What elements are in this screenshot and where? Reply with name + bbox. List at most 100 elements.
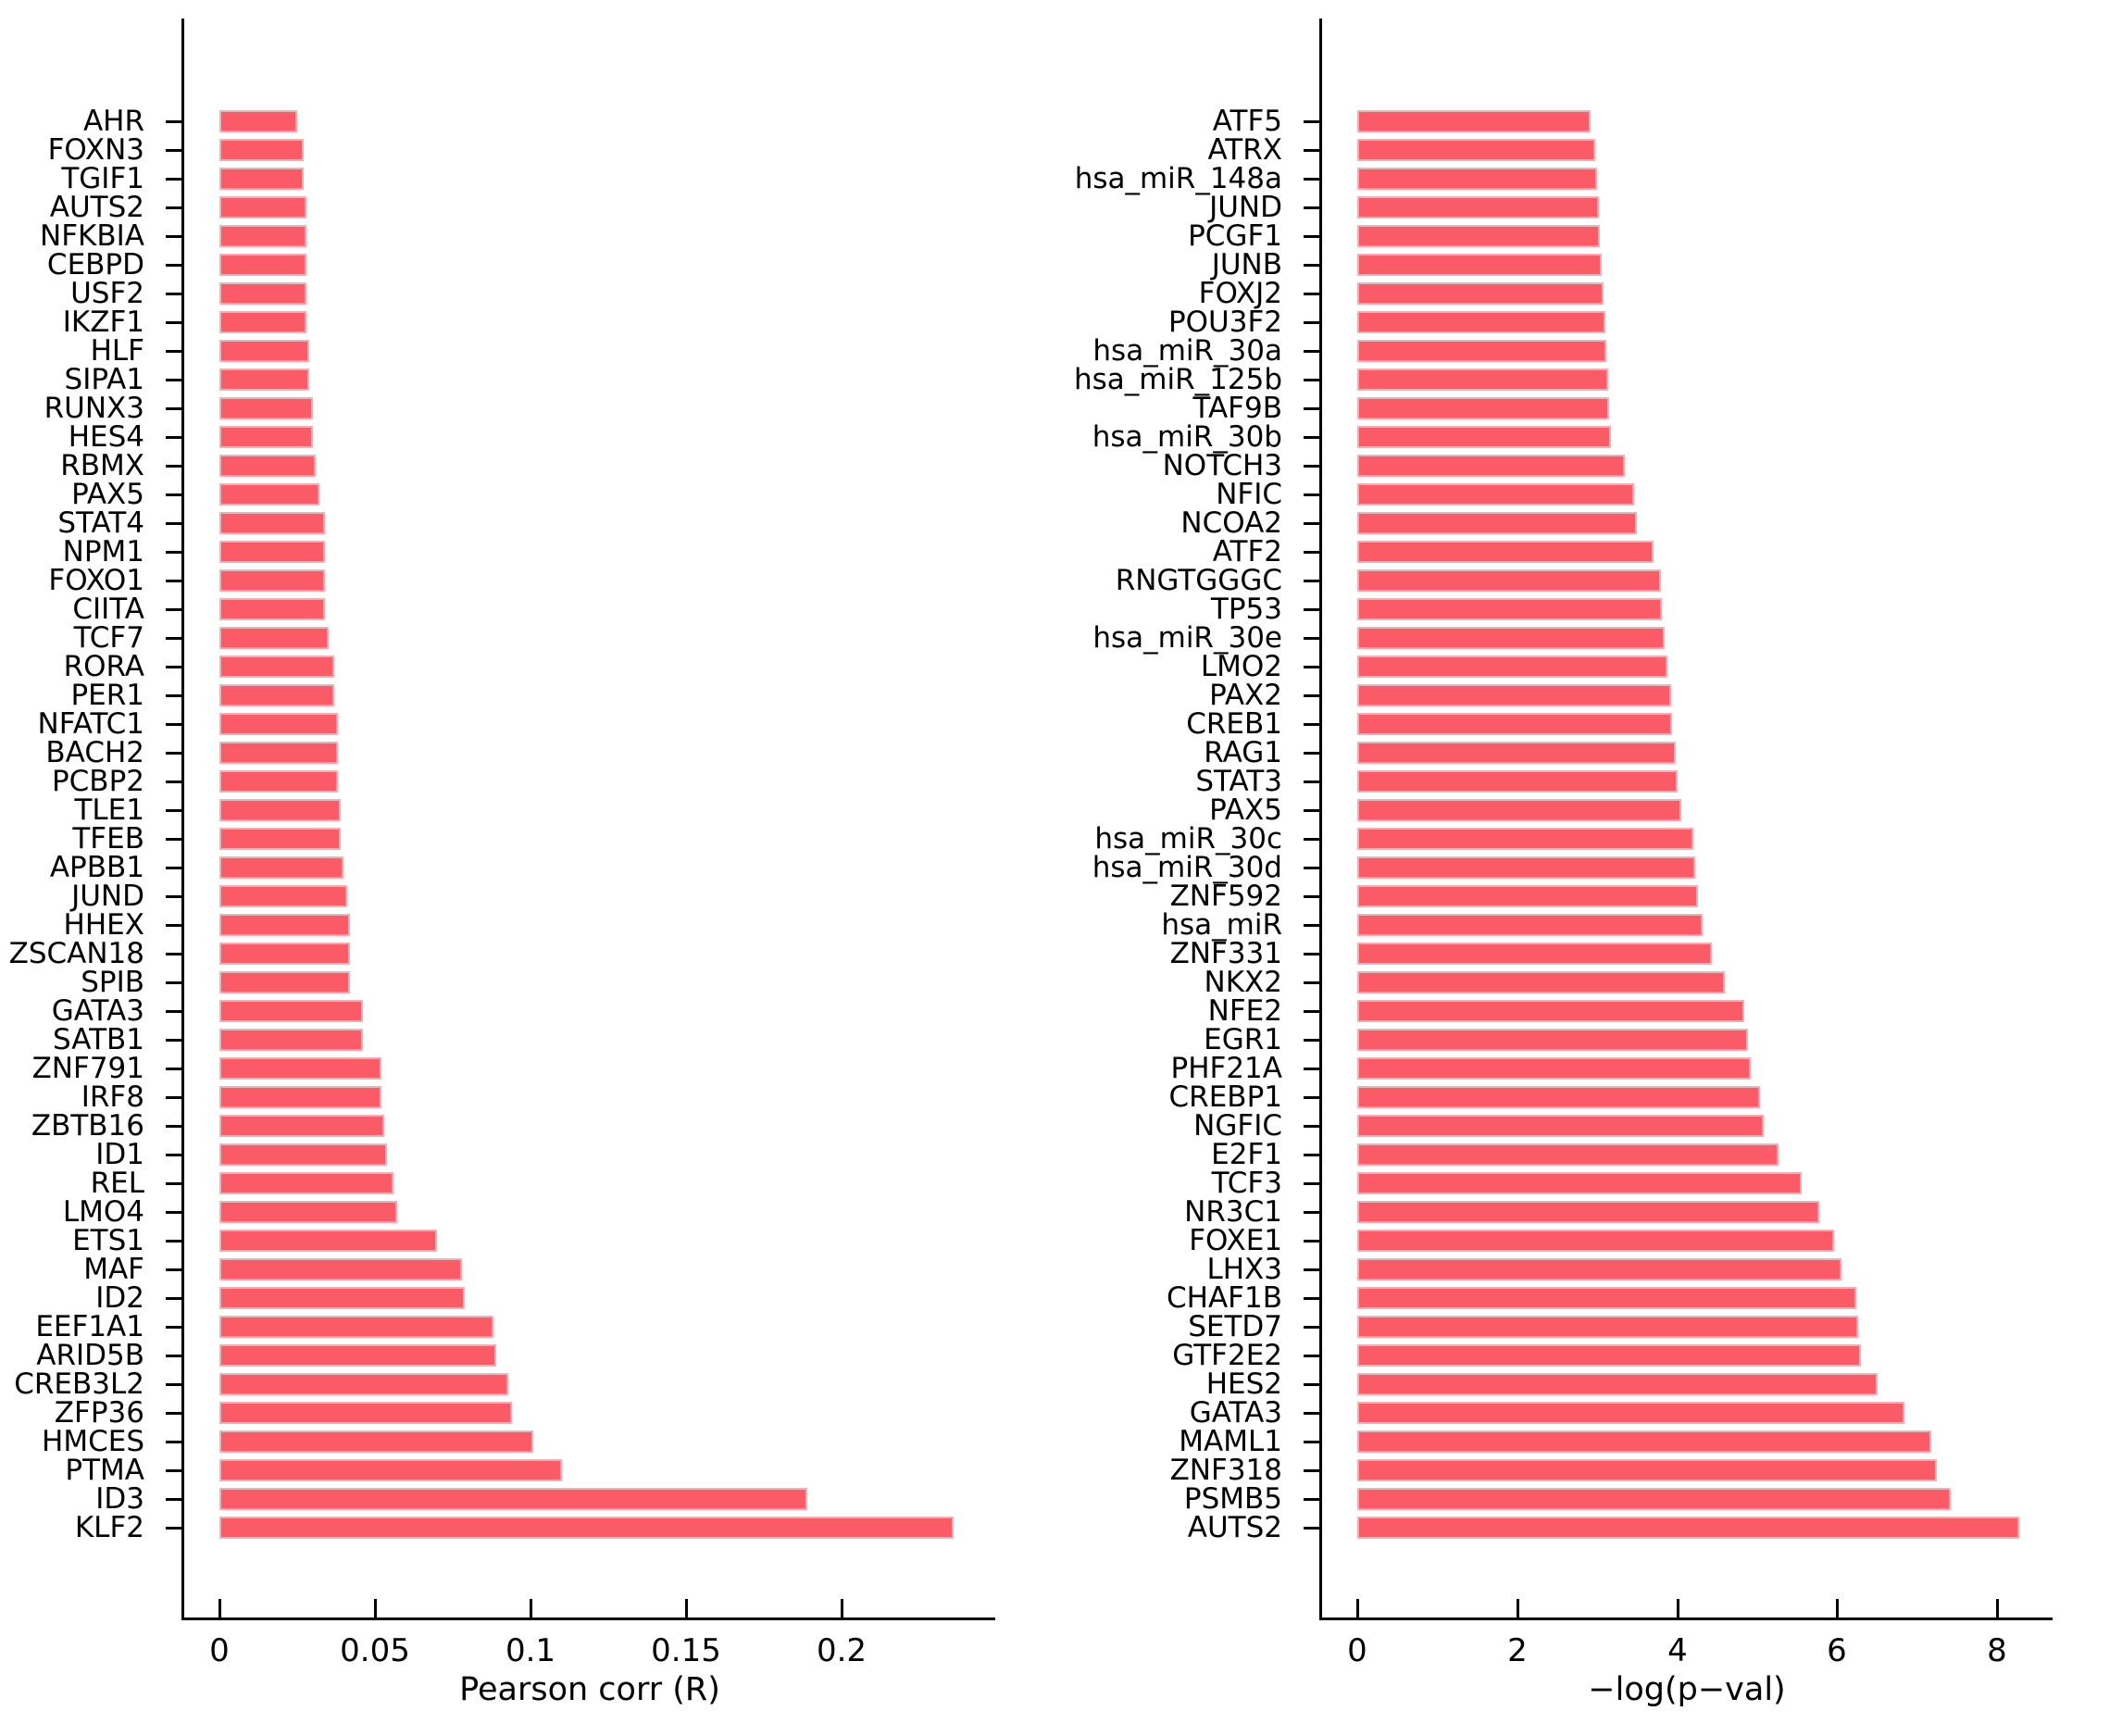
pearson-chart-category-label: TCF7	[73, 621, 144, 655]
pearson-chart-bar	[219, 1488, 807, 1510]
pval-chart-category-label: PAX2	[1209, 679, 1282, 712]
pearson-chart-bar	[219, 1402, 512, 1424]
pval-chart-y-tick	[1304, 293, 1319, 295]
pearson-chart-y-tick	[166, 1125, 181, 1128]
pval-chart-bar	[1357, 1430, 1931, 1453]
pearson-chart-bar	[219, 254, 306, 276]
pearson-chart-y-tick	[166, 666, 181, 668]
pval-chart-category-label: E2F1	[1211, 1138, 1282, 1171]
pearson-chart-x-tick-label: 0.1	[505, 1632, 556, 1669]
pval-chart-y-tick	[1304, 1182, 1319, 1185]
pearson-chart-bar	[219, 1373, 508, 1395]
pval-chart-x-tick-label: 0	[1347, 1632, 1367, 1669]
pearson-chart-category-label: CIITA	[72, 593, 144, 626]
pval-chart-y-tick	[1304, 580, 1319, 582]
pval-chart-bar	[1357, 340, 1606, 362]
pval-chart-bar	[1357, 1057, 1751, 1080]
pearson-chart-y-tick	[166, 436, 181, 439]
pearson-chart-bar	[219, 914, 350, 936]
pearson-chart-y-tick	[166, 551, 181, 554]
pearson-chart-y-tick	[166, 1326, 181, 1329]
pearson-chart-y-tick	[166, 981, 181, 984]
pearson-chart-y-tick	[166, 1039, 181, 1042]
pearson-chart-bar	[219, 1287, 465, 1309]
pearson-chart-bar	[219, 455, 316, 477]
pval-chart-y-tick	[1304, 1125, 1319, 1128]
pearson-chart-category-label: GATA3	[51, 994, 144, 1028]
pearson-chart-x-tick	[374, 1599, 377, 1617]
pearson-chart-category-label: IKZF1	[62, 306, 144, 339]
pval-chart-category-label: PSMB5	[1183, 1482, 1282, 1516]
pearson-chart-bar	[219, 1430, 533, 1453]
pearson-chart-y-tick	[166, 895, 181, 898]
pearson-chart-y-tick	[166, 350, 181, 353]
pearson-chart-y-axis-line	[181, 19, 184, 1620]
pval-chart-category-label: ATF2	[1212, 535, 1282, 568]
pval-chart-bar	[1357, 684, 1671, 706]
pval-chart-bar	[1357, 512, 1637, 534]
pearson-chart-category-label: NFATC1	[37, 707, 144, 741]
pval-chart-bar	[1357, 1172, 1802, 1194]
pval-chart-y-tick	[1304, 436, 1319, 439]
pearson-chart-category-label: IRF8	[81, 1080, 144, 1114]
pearson-chart-axis-title: Pearson corr (R)	[459, 1671, 720, 1708]
pval-chart-category-label: CREB1	[1186, 707, 1282, 741]
pval-chart-y-tick	[1304, 407, 1319, 410]
pval-chart-y-tick	[1304, 178, 1319, 181]
pearson-chart-y-tick	[166, 1182, 181, 1185]
pearson-chart-y-tick	[166, 407, 181, 410]
pearson-chart-bar	[219, 282, 306, 305]
pval-chart-y-tick	[1304, 1068, 1319, 1070]
pval-chart-bar	[1357, 770, 1678, 793]
pearson-chart-category-label: RUNX3	[44, 392, 144, 425]
pval-chart-x-tick	[1677, 1599, 1679, 1617]
pearson-chart-bar	[219, 1143, 387, 1166]
pearson-chart-x-tick-label: 0	[209, 1632, 230, 1669]
pval-chart-y-tick	[1304, 953, 1319, 955]
pval-chart-bar	[1357, 483, 1634, 506]
pval-chart-category-label: LMO2	[1200, 650, 1282, 683]
pearson-chart-bar	[219, 1344, 496, 1367]
pearson-chart-category-label: LMO4	[62, 1195, 144, 1229]
pearson-chart-bar	[219, 569, 325, 592]
pearson-chart-category-label: CEBPD	[46, 248, 144, 281]
pval-chart-y-tick	[1304, 809, 1319, 812]
pval-chart-bar	[1357, 569, 1661, 592]
pearson-chart-bar	[219, 828, 341, 850]
pval-chart-y-tick	[1304, 264, 1319, 267]
pval-chart-bar	[1357, 1344, 1861, 1367]
pearson-chart-category-label: TFEB	[72, 822, 144, 856]
pearson-chart-bar	[219, 311, 306, 333]
pval-chart-x-tick	[1517, 1599, 1519, 1617]
pval-chart-category-label: hsa_miR_30d	[1092, 851, 1282, 884]
pval-chart-category-label: FOXJ2	[1198, 277, 1282, 310]
pearson-chart-bar	[219, 512, 325, 534]
pearson-chart-y-tick	[166, 120, 181, 123]
pearson-chart-y-tick	[166, 1068, 181, 1070]
pval-chart-bar	[1357, 311, 1605, 333]
pearson-chart-y-tick	[166, 149, 181, 152]
pearson-chart-category-label: FOXN3	[47, 133, 144, 167]
pearson-chart-category-label: STAT4	[57, 506, 144, 540]
pearson-chart-category-label: NPM1	[62, 535, 144, 568]
pval-chart-y-tick	[1304, 1039, 1319, 1042]
pearson-chart-bar	[219, 1517, 954, 1539]
pval-chart-y-tick	[1304, 493, 1319, 496]
pearson-chart-bar	[219, 1258, 462, 1280]
pearson-chart-y-tick	[166, 522, 181, 525]
pearson-chart-x-tick-label: 0.2	[816, 1632, 868, 1669]
pval-chart-y-tick	[1304, 867, 1319, 869]
pearson-chart-bar	[219, 971, 350, 993]
pval-chart-category-label: GTF2E2	[1172, 1339, 1282, 1372]
pearson-chart-bar	[219, 139, 304, 161]
pval-chart-category-label: MAML1	[1179, 1425, 1282, 1458]
pearson-chart-y-tick	[166, 608, 181, 611]
pval-chart-category-label: ZNF592	[1169, 880, 1282, 913]
pval-chart-category-label: hsa_miR_125b	[1074, 363, 1282, 396]
pval-chart-y-tick	[1304, 1469, 1319, 1472]
pval-chart-category-label: hsa_miR_148a	[1074, 162, 1282, 195]
pearson-chart-y-tick	[166, 1268, 181, 1271]
pearson-chart-category-label: REL	[90, 1167, 144, 1200]
pval-chart-category-label: LHX3	[1206, 1253, 1282, 1286]
pval-chart-y-tick	[1304, 981, 1319, 984]
